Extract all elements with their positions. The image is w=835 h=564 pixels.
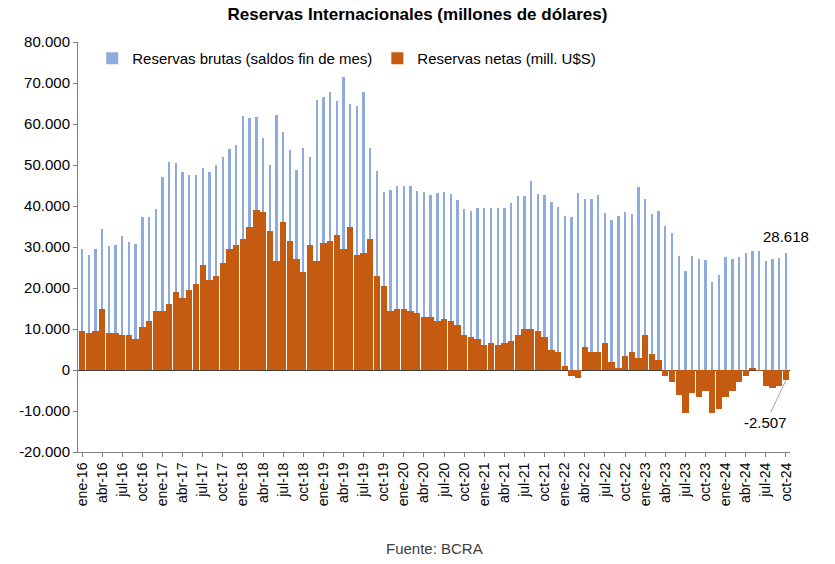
svg-text:jul-17: jul-17	[194, 462, 210, 497]
svg-text:abr-22: abr-22	[576, 462, 592, 503]
svg-text:ene-20: ene-20	[395, 462, 411, 506]
svg-text:oct-18: oct-18	[295, 462, 311, 501]
svg-text:abr-21: abr-21	[496, 462, 512, 503]
svg-text:jul-20: jul-20	[436, 462, 452, 497]
svg-text:-20.000: -20.000	[19, 443, 70, 460]
svg-text:0: 0	[62, 361, 70, 378]
svg-text:jul-21: jul-21	[516, 462, 532, 497]
svg-text:abr-20: abr-20	[415, 462, 431, 503]
svg-text:20.000: 20.000	[24, 279, 70, 296]
svg-text:abr-24: abr-24	[737, 462, 753, 503]
svg-text:80.000: 80.000	[24, 33, 70, 50]
svg-text:oct-17: oct-17	[214, 462, 230, 501]
svg-text:jul-18: jul-18	[275, 462, 291, 497]
svg-text:abr-16: abr-16	[94, 462, 110, 503]
svg-text:abr-19: abr-19	[335, 462, 351, 503]
svg-text:jul-22: jul-22	[597, 462, 613, 497]
svg-text:oct-23: oct-23	[697, 462, 713, 501]
svg-text:Reservas brutas (saldos fin de: Reservas brutas (saldos fin de mes)	[132, 50, 372, 67]
svg-text:ene-17: ene-17	[154, 462, 170, 506]
svg-text:oct-20: oct-20	[456, 462, 472, 501]
svg-text:-2.507: -2.507	[744, 414, 787, 431]
svg-text:abr-17: abr-17	[174, 462, 190, 503]
svg-text:ene-19: ene-19	[315, 462, 331, 506]
svg-text:oct-21: oct-21	[536, 462, 552, 501]
svg-text:ene-21: ene-21	[476, 462, 492, 506]
svg-text:abr-23: abr-23	[657, 462, 673, 503]
svg-text:60.000: 60.000	[24, 115, 70, 132]
svg-text:ene-24: ene-24	[717, 462, 733, 506]
svg-text:abr-18: abr-18	[255, 462, 271, 503]
svg-text:jul-19: jul-19	[355, 462, 371, 497]
svg-text:ene-22: ene-22	[556, 462, 572, 506]
svg-text:Fuente: BCRA: Fuente: BCRA	[386, 540, 483, 557]
svg-text:jul-24: jul-24	[757, 462, 773, 497]
svg-text:Reservas Internacionales (mill: Reservas Internacionales (millones de dó…	[228, 5, 608, 24]
svg-text:ene-18: ene-18	[234, 462, 250, 506]
svg-text:jul-23: jul-23	[677, 462, 693, 497]
svg-text:jul-16: jul-16	[114, 462, 130, 497]
svg-text:10.000: 10.000	[24, 320, 70, 337]
svg-text:oct-16: oct-16	[134, 462, 150, 501]
svg-text:70.000: 70.000	[24, 74, 70, 91]
svg-text:Reservas netas (mill. U$S): Reservas netas (mill. U$S)	[417, 50, 595, 67]
svg-text:ene-16: ene-16	[74, 462, 90, 506]
svg-text:50.000: 50.000	[24, 156, 70, 173]
svg-text:30.000: 30.000	[24, 238, 70, 255]
svg-text:40.000: 40.000	[24, 197, 70, 214]
svg-text:ene-23: ene-23	[637, 462, 653, 506]
svg-text:oct-24: oct-24	[778, 462, 794, 501]
svg-text:-10.000: -10.000	[19, 402, 70, 419]
svg-text:oct-19: oct-19	[375, 462, 391, 501]
svg-text:oct-22: oct-22	[617, 462, 633, 501]
svg-text:28.618: 28.618	[763, 228, 809, 245]
